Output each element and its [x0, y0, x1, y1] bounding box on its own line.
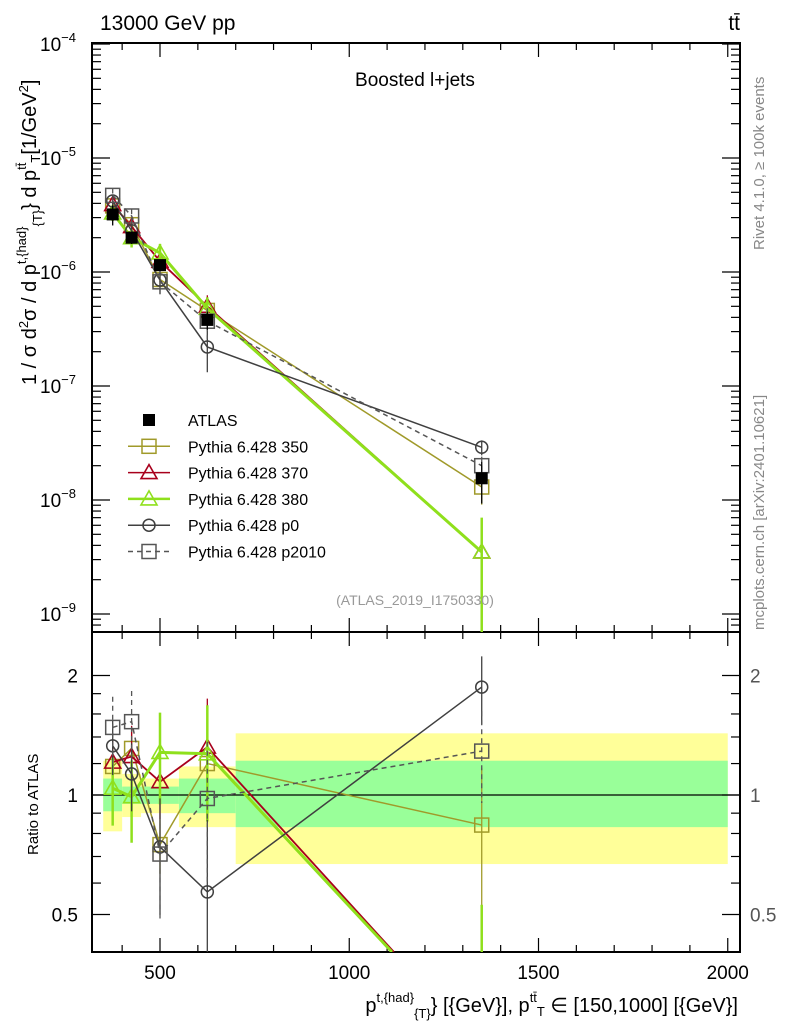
ratio-y-tick-label-right: 1 — [750, 786, 761, 807]
y-tick-label: 10−6 — [40, 258, 76, 284]
ratio-y-tick-label: 2 — [67, 666, 78, 687]
legend-marker-p380 — [139, 489, 159, 506]
ratio-data-point-p380 — [150, 742, 170, 760]
ratio-y-tick-label-right: 2 — [750, 666, 761, 687]
series-p0 — [105, 194, 489, 456]
xlabel: pt,{had}{T}} [{GeV}], ptt̄T ∈ [150,1000]… — [365, 990, 738, 1021]
legend-marker-p0 — [142, 518, 156, 532]
data-point-atlas — [201, 313, 214, 326]
legend-label-p2010: Pythia 6.428 p2010 — [188, 545, 326, 562]
ratio-ylabel: Ratio to ATLAS — [25, 754, 42, 855]
legend-label-p380: Pythia 6.428 380 — [188, 492, 308, 509]
x-tick-label: 1500 — [517, 963, 559, 984]
main-series — [103, 187, 492, 632]
ratio-y-tick-label-right: 0.5 — [750, 906, 776, 927]
legend-item-p2010: Pythia 6.428 p2010 — [128, 543, 326, 562]
ratio-data-point-p2010 — [123, 713, 140, 730]
ratio-y-tick-label: 0.5 — [52, 906, 78, 927]
legend-item-p350: Pythia 6.428 350 — [128, 438, 308, 456]
legend-marker-atlas — [143, 414, 155, 426]
ratio-y-tick-label: 1 — [67, 786, 78, 807]
ratio-data-point-p2010 — [473, 743, 490, 759]
legend-label-p370: Pythia 6.428 370 — [188, 466, 308, 483]
energy-label: 13000 GeV pp — [100, 12, 235, 35]
ratio-data-point-p0 — [124, 767, 139, 781]
data-point-p2010 — [104, 187, 121, 204]
ratio-frame — [91, 631, 741, 953]
series-p2010 — [104, 187, 490, 477]
x-tick-label: 2000 — [707, 963, 749, 984]
data-point-p0 — [200, 340, 215, 354]
mcplots-label: mcplots.cern.ch [arXiv:2401.10621] — [751, 395, 768, 630]
y-tick-label: 10−4 — [40, 30, 76, 56]
legend-label-atlas: ATLAS — [188, 413, 238, 430]
legend-item-p380: Pythia 6.428 380 — [128, 489, 308, 509]
process-label: tt̄ — [728, 12, 740, 35]
x-tick-label: 1000 — [328, 963, 370, 984]
data-point-p2010 — [123, 208, 140, 224]
ratio-data-point-p2010 — [152, 846, 168, 862]
data-point-atlas — [125, 231, 138, 244]
x-tick-label: 500 — [144, 963, 176, 984]
legend-marker-p350 — [141, 438, 157, 455]
series-line-p0 — [112, 200, 482, 448]
ratio-data-point-p0 — [474, 680, 489, 694]
legend-item-atlas: ATLAS — [143, 413, 238, 430]
data-point-atlas — [106, 208, 119, 221]
legend-item-p370: Pythia 6.428 370 — [128, 462, 308, 483]
ratio-data-point-p2010 — [104, 719, 121, 736]
legend: ATLAS Pythia 6.428 350 Pythia 6.428 370 Pyt… — [128, 413, 326, 562]
data-point-p0 — [474, 440, 489, 455]
rivet-label: Rivet 4.1.0, ≥ 100k events — [751, 77, 768, 250]
data-point-p2010 — [152, 274, 168, 290]
ratio-data-point-p380 — [103, 778, 123, 796]
chart-title: Boosted l+jets — [355, 70, 475, 91]
series-atlas — [106, 205, 488, 504]
legend-label-p350: Pythia 6.428 350 — [188, 439, 308, 456]
analysis-label: (ATLAS_2019_I1750330) — [336, 592, 494, 608]
ratio-data-point-p350 — [473, 817, 490, 833]
ratio-series-p2010 — [104, 690, 490, 922]
y-tick-label: 10−8 — [40, 486, 76, 512]
ratio-data-point-p2010 — [199, 790, 216, 807]
y-tick-label: 10−5 — [40, 144, 76, 170]
data-point-atlas — [475, 472, 488, 485]
ratio-series — [103, 656, 490, 952]
y-tick-label: 10−7 — [40, 372, 76, 398]
data-point-atlas — [154, 259, 166, 272]
series-p350 — [104, 198, 490, 505]
y-tick-label: 10−9 — [40, 600, 76, 626]
legend-marker-p370 — [139, 462, 159, 480]
axes: 500 1000 1500 2000 10−9 10−8 10−7 10−6 10−5 10−4 0… — [40, 30, 776, 984]
legend-marker-p2010 — [141, 543, 157, 560]
legend-item-p0: Pythia 6.428 p0 — [128, 518, 299, 535]
ratio-data-point-p0 — [200, 885, 215, 899]
main-ylabel: 1 / σ d2σ / d pt,{had}{T}} d ptt̄T[1/GeV… — [14, 80, 45, 385]
series-line-p2010 — [112, 194, 483, 467]
data-point-p380 — [472, 542, 492, 559]
data-point-p380 — [150, 243, 170, 260]
legend-label-p0: Pythia 6.428 p0 — [188, 518, 299, 535]
